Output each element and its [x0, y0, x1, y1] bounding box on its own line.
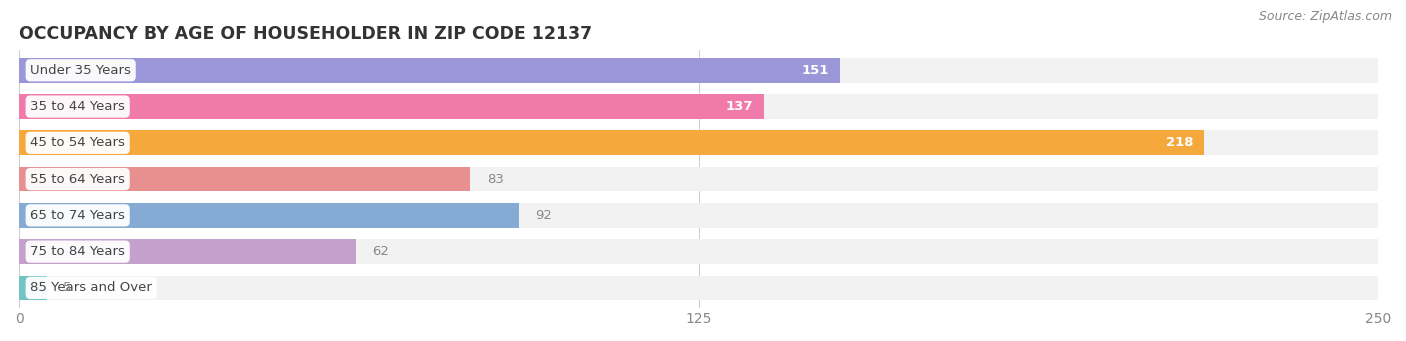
Text: 5: 5 — [63, 281, 72, 294]
Text: 85 Years and Over: 85 Years and Over — [31, 281, 152, 294]
Bar — [20, 167, 1378, 191]
Text: 137: 137 — [725, 100, 754, 113]
Text: 35 to 44 Years: 35 to 44 Years — [31, 100, 125, 113]
Bar — [20, 239, 1378, 264]
Bar — [20, 276, 1378, 300]
Text: Source: ZipAtlas.com: Source: ZipAtlas.com — [1258, 10, 1392, 23]
Bar — [20, 58, 1378, 83]
Text: 92: 92 — [536, 209, 553, 222]
Text: 218: 218 — [1166, 136, 1194, 149]
Bar — [20, 94, 1378, 119]
Text: 151: 151 — [801, 64, 830, 77]
Bar — [20, 203, 1378, 228]
Bar — [20, 239, 356, 264]
Bar — [20, 131, 1204, 155]
Bar — [20, 203, 519, 228]
Bar — [20, 131, 1378, 155]
Text: 62: 62 — [373, 245, 389, 258]
Text: 75 to 84 Years: 75 to 84 Years — [31, 245, 125, 258]
Text: 83: 83 — [486, 173, 503, 186]
Bar — [20, 58, 839, 83]
Text: 55 to 64 Years: 55 to 64 Years — [31, 173, 125, 186]
Text: 65 to 74 Years: 65 to 74 Years — [31, 209, 125, 222]
Text: Under 35 Years: Under 35 Years — [31, 64, 131, 77]
Bar — [20, 94, 763, 119]
Text: 45 to 54 Years: 45 to 54 Years — [31, 136, 125, 149]
Bar — [20, 276, 46, 300]
Bar — [20, 167, 471, 191]
Text: OCCUPANCY BY AGE OF HOUSEHOLDER IN ZIP CODE 12137: OCCUPANCY BY AGE OF HOUSEHOLDER IN ZIP C… — [20, 25, 592, 43]
